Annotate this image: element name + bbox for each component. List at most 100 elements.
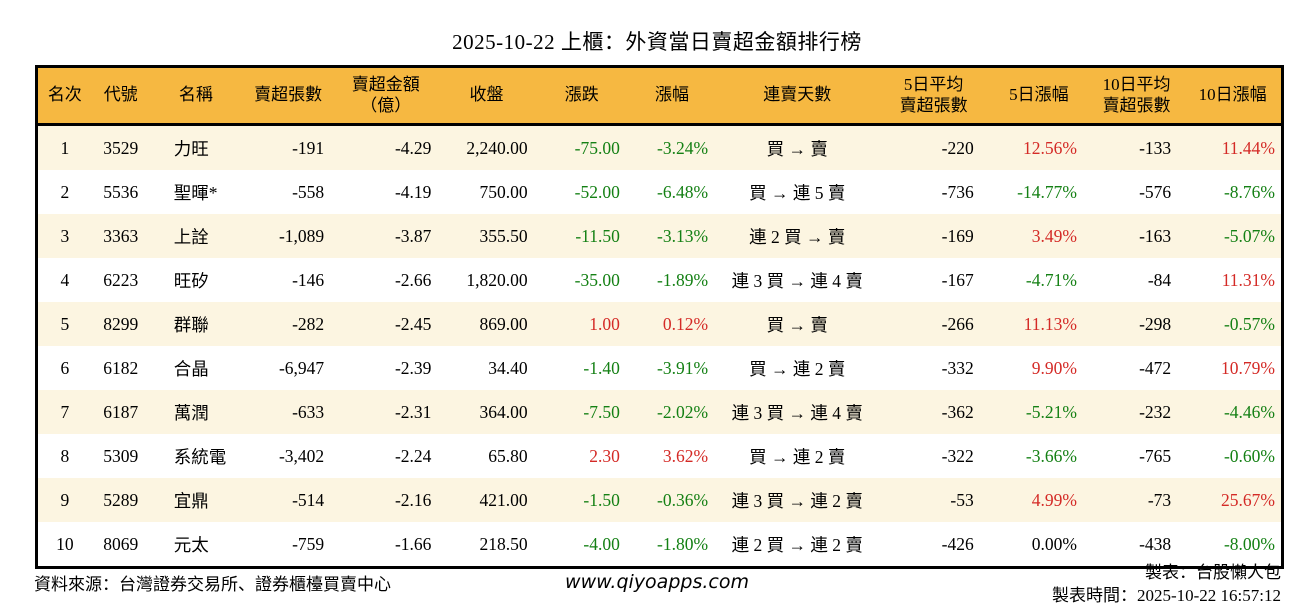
cell-close: 34.40 xyxy=(488,357,528,378)
cell-pct10: -8.76% xyxy=(1223,181,1275,202)
col-header-avg10-line2: 賣超張數 xyxy=(1102,95,1171,115)
cell-change: 2.30 xyxy=(589,445,620,466)
cell-sell-amount: -2.66 xyxy=(394,269,432,290)
cell-code: 5289 xyxy=(103,489,139,510)
col-header-code: 代號 xyxy=(91,66,150,126)
cell-sell-volume: -633 xyxy=(292,401,325,422)
cell-avg5: -736 xyxy=(941,181,974,202)
cell-code: 5536 xyxy=(103,181,139,202)
cell-pct5: -5.21% xyxy=(1025,401,1077,422)
cell-change-pct: 3.62% xyxy=(662,445,709,466)
col-header-name: 名稱 xyxy=(149,66,242,126)
footer-website: www.qiyoapps.com xyxy=(565,571,749,593)
cell-pct10: 25.67% xyxy=(1221,489,1275,510)
cell-name: 元太 xyxy=(173,534,209,555)
cell-change-pct: -0.36% xyxy=(657,489,709,510)
table-row: 3 3363 上詮 -1,089 -3.87 355.50 -11.50 -3.… xyxy=(36,214,1283,258)
cell-close: 869.00 xyxy=(479,313,528,334)
cell-name: 力旺 xyxy=(173,138,209,159)
cell-code: 8299 xyxy=(103,313,139,334)
cell-pct10: -0.57% xyxy=(1223,313,1275,334)
footer-author: 製表：台股懶人包 xyxy=(1145,563,1281,582)
cell-sell-volume: -514 xyxy=(292,489,325,510)
table-row: 6 6182 合晶 -6,947 -2.39 34.40 -1.40 -3.91… xyxy=(36,346,1283,390)
cell-sell-volume: -3,402 xyxy=(278,445,325,466)
table-row: 7 6187 萬潤 -633 -2.31 364.00 -7.50 -2.02%… xyxy=(36,390,1283,434)
cell-sell-amount: -1.66 xyxy=(394,533,432,554)
cell-sell-amount: -4.19 xyxy=(394,181,432,202)
cell-close: 355.50 xyxy=(479,225,528,246)
col-header-rank: 名次 xyxy=(36,66,92,126)
cell-avg10: -472 xyxy=(1139,357,1172,378)
col-header-pct5: 5日漲幅 xyxy=(988,66,1089,126)
cell-change: -11.50 xyxy=(575,225,620,246)
cell-streak: 買 → 連 5 賣 xyxy=(749,182,846,203)
cell-pct5: 9.90% xyxy=(1031,357,1077,378)
cell-sell-volume: -6,947 xyxy=(278,357,325,378)
cell-pct10: 10.79% xyxy=(1221,357,1275,378)
cell-avg5: -53 xyxy=(950,489,974,510)
cell-close: 364.00 xyxy=(479,401,528,422)
cell-streak: 買 → 賣 xyxy=(766,314,828,335)
cell-avg10: -438 xyxy=(1139,533,1172,554)
cell-streak: 連 3 買 → 連 2 賣 xyxy=(731,490,863,511)
cell-streak: 連 3 買 → 連 4 賣 xyxy=(731,402,863,423)
cell-sell-amount: -2.16 xyxy=(394,489,432,510)
cell-pct10: 11.31% xyxy=(1221,269,1275,290)
cell-avg5: -362 xyxy=(941,401,974,422)
footer-source: 資料來源：台灣證券交易所、證券櫃檯買賣中心 xyxy=(34,575,391,594)
cell-avg10: -133 xyxy=(1139,137,1172,158)
cell-change-pct: -3.13% xyxy=(657,225,709,246)
table-row: 1 3529 力旺 -191 -4.29 2,240.00 -75.00 -3.… xyxy=(36,124,1283,170)
col-header-avg10: 10日平均 賣超張數 xyxy=(1088,66,1185,126)
table-body: 1 3529 力旺 -191 -4.29 2,240.00 -75.00 -3.… xyxy=(36,124,1283,568)
cell-sell-amount: -2.45 xyxy=(394,313,432,334)
cell-sell-amount: -2.24 xyxy=(394,445,432,466)
cell-close: 65.80 xyxy=(488,445,528,466)
cell-pct5: -14.77% xyxy=(1017,181,1077,202)
col-header-streak: 連賣天數 xyxy=(716,66,879,126)
cell-avg5: -332 xyxy=(941,357,974,378)
cell-avg10: -84 xyxy=(1147,269,1172,290)
cell-change: 1.00 xyxy=(589,313,620,334)
cell-sell-volume: -146 xyxy=(292,269,325,290)
footer-generated: 製表時間：2025-10-22 16:57:12 xyxy=(1051,586,1281,606)
cell-avg5: -169 xyxy=(941,225,974,246)
cell-change: -4.00 xyxy=(583,533,620,554)
cell-pct10: -8.00% xyxy=(1223,533,1275,554)
table-row: 10 8069 元太 -759 -1.66 218.50 -4.00 -1.80… xyxy=(36,522,1283,568)
cell-sell-volume: -1,089 xyxy=(278,225,325,246)
cell-rank: 3 xyxy=(60,225,70,246)
cell-pct10: -0.60% xyxy=(1223,445,1275,466)
cell-change-pct: -3.24% xyxy=(657,137,709,158)
cell-change: -7.50 xyxy=(583,401,620,422)
cell-name: 旺矽 xyxy=(173,270,209,291)
cell-sell-amount: -3.87 xyxy=(394,225,432,246)
cell-rank: 8 xyxy=(60,445,70,466)
cell-pct5: 12.56% xyxy=(1023,137,1077,158)
cell-rank: 6 xyxy=(60,357,70,378)
col-header-pct10: 10日漲幅 xyxy=(1184,66,1283,126)
cell-avg10: -73 xyxy=(1147,489,1172,510)
cell-avg5: -220 xyxy=(941,137,974,158)
cell-pct5: 3.49% xyxy=(1031,225,1077,246)
footer-credits: 製表：台股懶人包 製表時間：2025-10-22 16:57:12 xyxy=(1052,561,1281,608)
cell-sell-volume: -191 xyxy=(292,137,325,158)
cell-change: -35.00 xyxy=(574,269,620,290)
cell-avg5: -322 xyxy=(941,445,974,466)
cell-change: -1.50 xyxy=(583,489,620,510)
cell-avg10: -298 xyxy=(1139,313,1172,334)
cell-code: 6182 xyxy=(103,357,139,378)
cell-rank: 2 xyxy=(60,181,70,202)
col-header-change: 漲跌 xyxy=(535,66,628,126)
col-header-close: 收盤 xyxy=(437,66,536,126)
cell-pct5: -3.66% xyxy=(1025,445,1077,466)
cell-pct5: -4.71% xyxy=(1025,269,1077,290)
cell-change-pct: 0.12% xyxy=(662,313,709,334)
cell-code: 3363 xyxy=(103,225,139,246)
col-header-sell-amount: 賣超金額 （億） xyxy=(334,66,438,126)
cell-avg5: -167 xyxy=(941,269,974,290)
cell-sell-volume: -759 xyxy=(292,533,325,554)
cell-code: 3529 xyxy=(103,137,139,158)
